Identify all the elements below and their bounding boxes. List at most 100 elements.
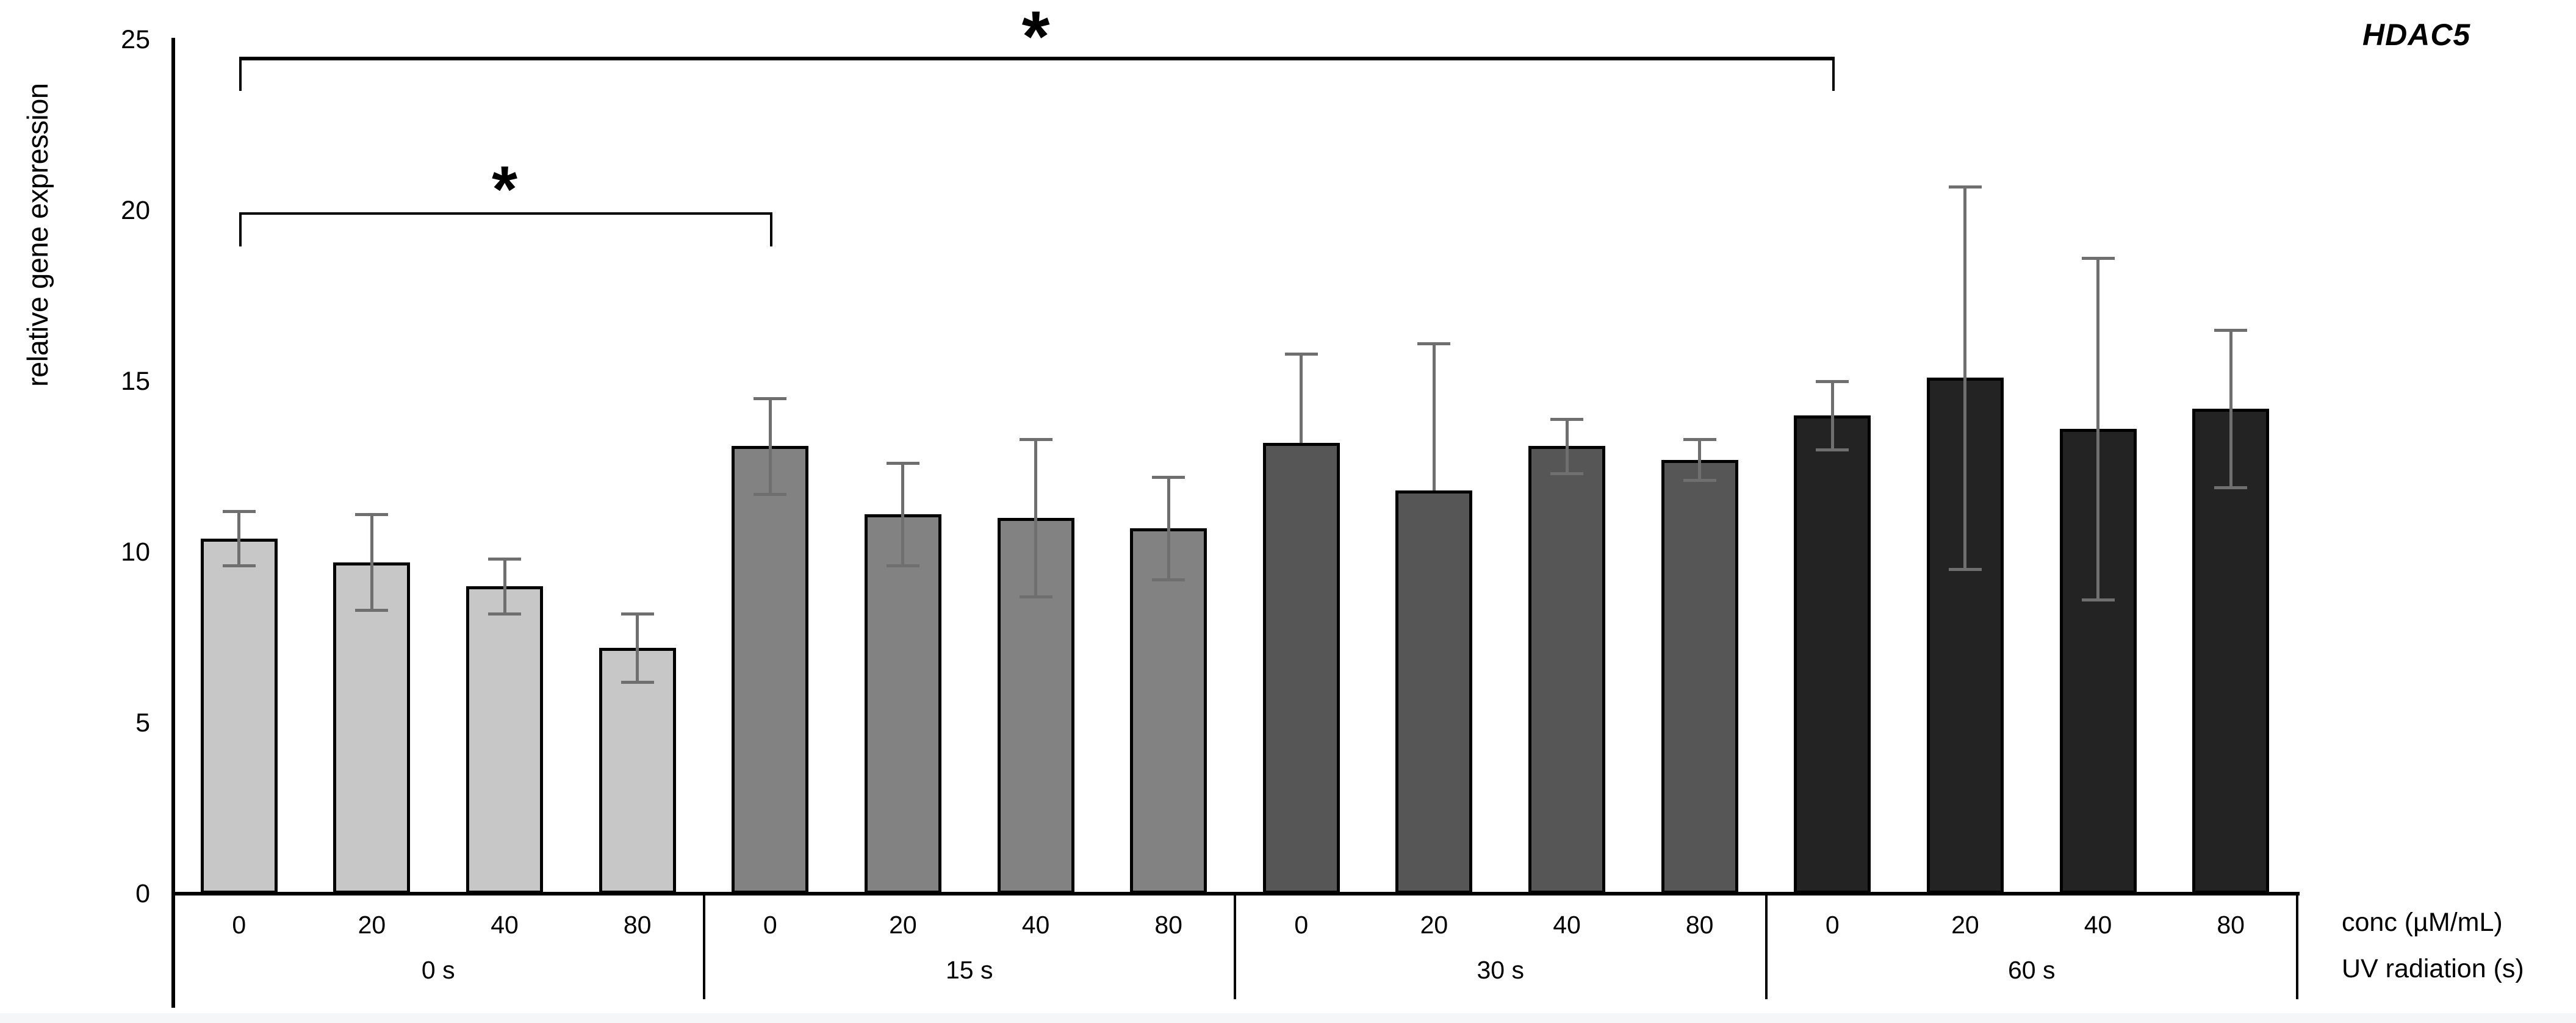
conc-label: 20 (1420, 911, 1448, 939)
error-bar-cap-top (1550, 417, 1584, 421)
page-title: HDAC5 (2362, 18, 2471, 52)
uv-axis-label: UV radiation (s) (2342, 954, 2524, 983)
conc-label: 80 (623, 911, 652, 939)
bar-30s-0 (1262, 442, 1340, 894)
error-bar-line (1300, 354, 1303, 443)
conc-label: 20 (1951, 911, 1979, 939)
y-tick-label-0: 0 (135, 879, 150, 908)
error-bar-cap-top (886, 462, 919, 465)
error-bar-cap-top (1284, 353, 1318, 356)
bar-0s-20 (333, 562, 411, 894)
error-bar-cap-bottom (2214, 486, 2248, 489)
error-bar-cap-bottom (355, 609, 389, 612)
conc-label: 0 (763, 911, 777, 939)
bar-30s-80 (1661, 459, 1738, 894)
conc-label: 20 (358, 911, 386, 939)
error-bar-cap-top (2214, 329, 2248, 332)
error-bar-cap-bottom (1816, 448, 1849, 451)
error-bar-line (901, 463, 905, 566)
bar-0s-40 (466, 586, 544, 894)
error-bar-cap-bottom (1550, 472, 1584, 476)
error-bar-line (1565, 418, 1569, 474)
group-label-60s: 60 s (2008, 956, 2056, 984)
error-bar-cap-bottom (1152, 578, 1185, 581)
bar-30s-20 (1395, 490, 1473, 894)
y-axis-title: relative gene expression (21, 83, 54, 387)
bar-15s-40 (997, 518, 1074, 894)
error-bar-cap-bottom (488, 612, 522, 616)
error-bar-line (1167, 476, 1170, 580)
error-bar-line (636, 613, 639, 682)
significance-bracket-tick (239, 57, 242, 91)
error-bar-line (1963, 186, 1967, 569)
error-bar-line (370, 514, 373, 611)
group-divider (702, 894, 705, 999)
error-bar-line (1432, 343, 1436, 491)
error-bar-cap-bottom (1683, 479, 1716, 483)
conc-label: 0 (1825, 911, 1840, 939)
y-axis-line (171, 38, 175, 1008)
y-tick-label-25: 25 (121, 25, 150, 54)
error-bar-line (503, 559, 506, 614)
error-bar-cap-bottom (1948, 568, 1982, 571)
significance-bracket (239, 57, 1833, 60)
bar-15s-0 (732, 446, 809, 894)
error-bar-line (2096, 258, 2100, 600)
y-tick-label-15: 15 (121, 367, 150, 396)
bar-30s-40 (1528, 446, 1606, 894)
error-bar-line (1830, 381, 1834, 450)
significance-bracket-tick (770, 212, 773, 246)
significance-bracket-tick (239, 212, 242, 246)
bar-15s-20 (864, 514, 941, 894)
conc-label: 80 (2217, 911, 2245, 939)
error-bar-cap-top (1417, 342, 1451, 346)
conc-label: 0 (1294, 911, 1309, 939)
y-tick-label-5: 5 (135, 708, 150, 738)
error-bar-cap-top (754, 397, 787, 400)
conc-label: 40 (491, 911, 519, 939)
bar-0s-0 (200, 538, 278, 894)
error-bar-cap-top (1816, 380, 1849, 383)
significance-bracket (239, 212, 771, 215)
error-bar-cap-top (1683, 438, 1716, 442)
significance-asterisk: * (492, 151, 518, 226)
error-bar-cap-top (1019, 438, 1052, 442)
group-divider (1234, 894, 1236, 999)
bar-60s-0 (1794, 415, 1871, 894)
error-bar-line (237, 511, 241, 566)
error-bar-line (1698, 439, 1702, 481)
error-bar-line (2229, 330, 2232, 487)
bottom-edge-strip (0, 1013, 2576, 1023)
group-label-0s: 0 s (421, 956, 455, 984)
error-bar-cap-top (222, 509, 256, 513)
error-bar-line (1034, 439, 1038, 597)
error-bar-cap-top (2081, 257, 2115, 260)
bar-15s-80 (1130, 528, 1207, 894)
error-bar-cap-top (1948, 185, 1982, 188)
group-label-15s: 15 s (946, 956, 993, 984)
bar-0s-80 (599, 647, 676, 894)
y-tick-label-20: 20 (121, 196, 150, 225)
error-bar-cap-bottom (886, 564, 919, 568)
conc-label: 40 (2084, 911, 2112, 939)
error-bar-cap-bottom (621, 680, 654, 684)
conc-label: 20 (889, 911, 917, 939)
conc-label: 40 (1553, 911, 1581, 939)
error-bar-cap-bottom (222, 564, 256, 568)
error-bar-cap-top (1152, 475, 1185, 479)
group-divider (2296, 894, 2298, 999)
conc-axis-label: conc (µM/mL) (2342, 908, 2503, 937)
conc-label: 40 (1021, 911, 1050, 939)
error-bar-line (768, 398, 772, 494)
error-bar-cap-bottom (754, 492, 787, 496)
group-label-30s: 30 s (1477, 956, 1525, 984)
error-bar-cap-bottom (1019, 595, 1052, 598)
error-bar-cap-top (621, 612, 654, 616)
bar-60s-80 (2192, 408, 2270, 894)
group-divider (1765, 894, 1768, 999)
error-bar-cap-top (355, 513, 389, 517)
conc-label: 0 (232, 911, 246, 939)
y-tick-label-10: 10 (121, 537, 150, 567)
error-bar-cap-top (488, 558, 522, 561)
